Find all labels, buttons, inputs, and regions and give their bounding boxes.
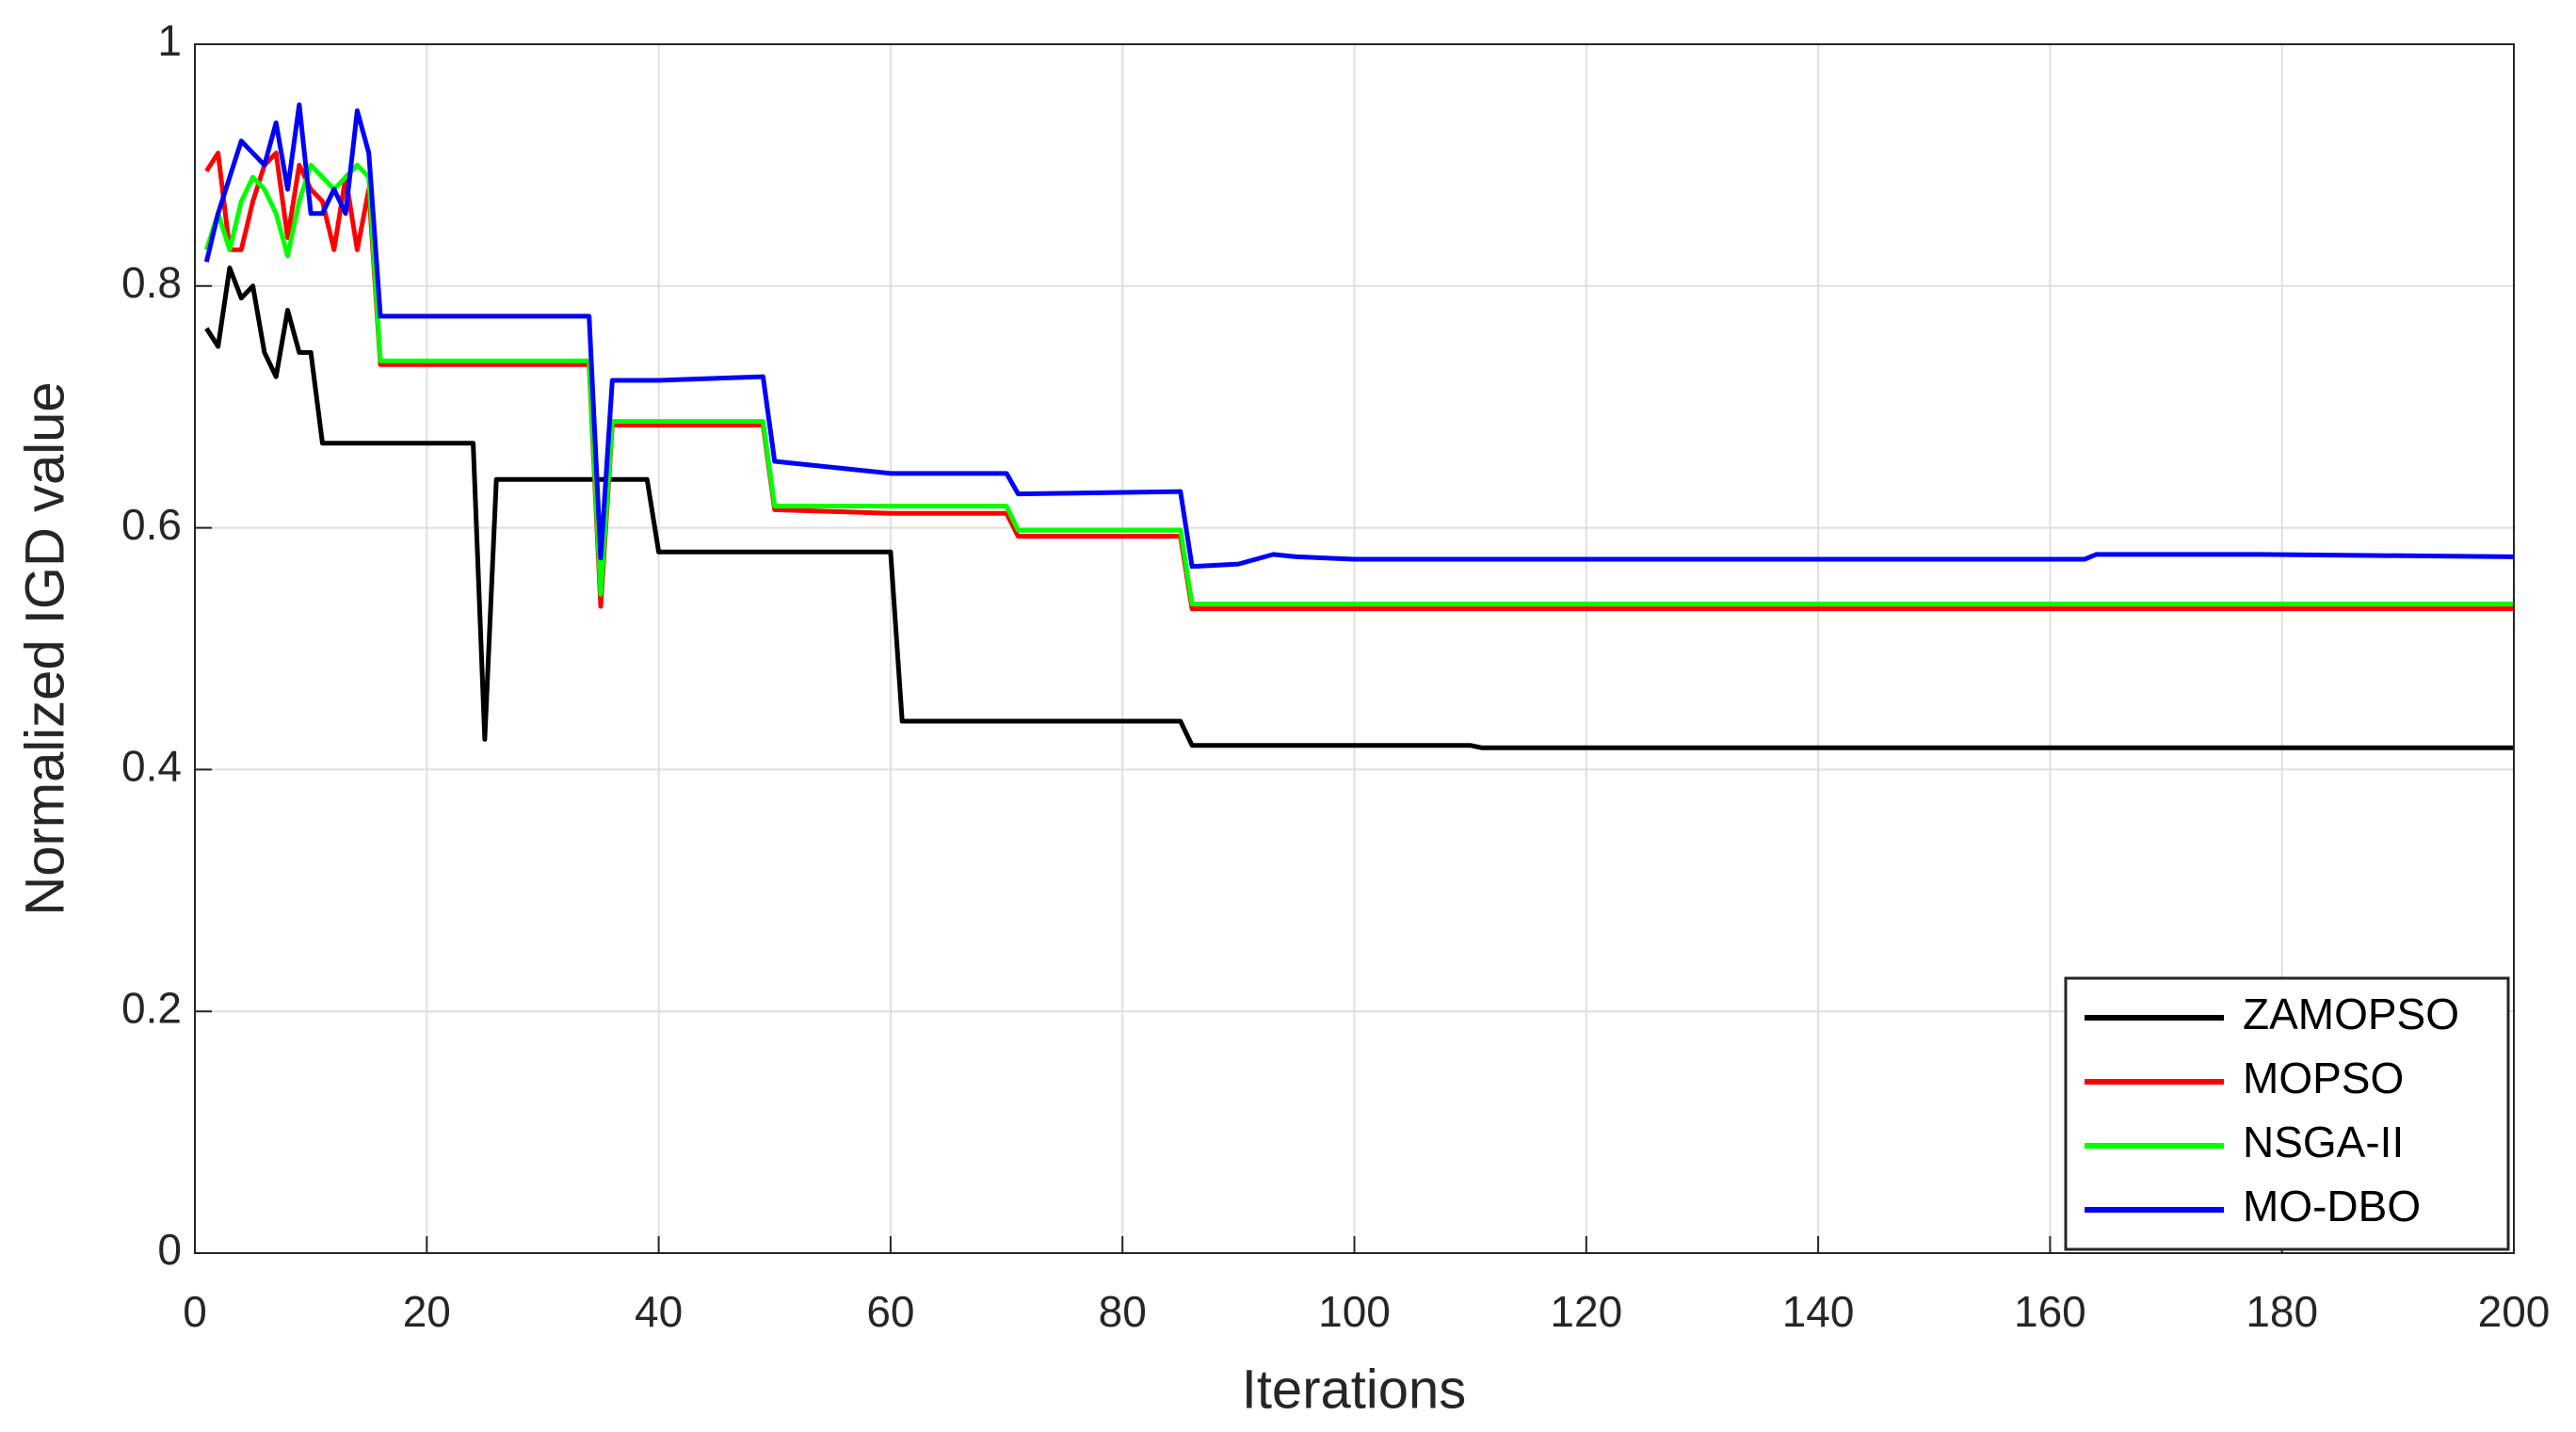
legend-label: ZAMOPSO [2243,990,2459,1038]
x-tick-label: 180 [2246,1287,2318,1336]
y-tick-label: 0.8 [121,258,182,307]
legend-label: MO-DBO [2243,1182,2421,1231]
y-tick-label: 0.2 [121,983,182,1032]
x-tick-label: 200 [2478,1287,2551,1336]
axes-box [194,43,2515,1254]
x-tick-label: 40 [635,1287,683,1336]
x-axis-label: Iterations [1242,1359,1467,1420]
y-tick-label: 1 [157,16,182,65]
y-tick-label: 0.6 [121,500,182,549]
x-tick-label: 120 [1550,1287,1622,1336]
legend-label: MOPSO [2243,1054,2404,1102]
x-tick-label: 160 [2014,1287,2086,1336]
y-tick-label: 0.4 [121,742,182,791]
x-tick-label: 20 [403,1287,451,1336]
series-line [203,102,2515,570]
x-tick-label: 100 [1318,1287,1391,1336]
series-line [203,162,2514,606]
x-tick-label: 140 [1782,1287,1855,1336]
legend-box [2064,976,2510,1251]
y-axis-label: Normalized IGD value [14,381,75,915]
x-tick-label: 60 [866,1287,914,1336]
y-tick-label: 0 [157,1225,182,1274]
x-tick-label: 80 [1099,1287,1147,1336]
x-tick-label: 0 [183,1287,207,1336]
legend-label: NSGA-II [2243,1118,2404,1167]
